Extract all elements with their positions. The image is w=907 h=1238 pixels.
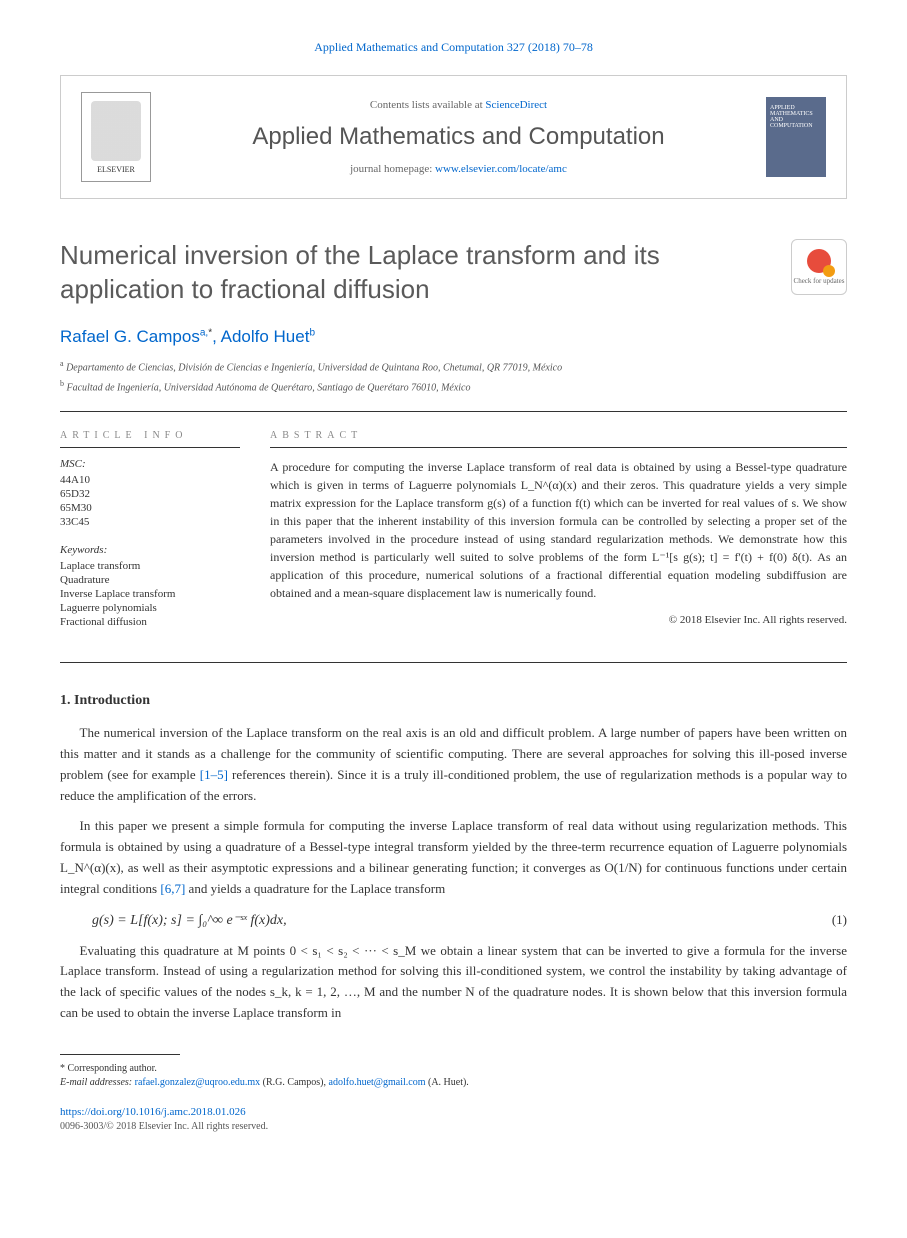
abstract-text: A procedure for computing the inverse La…	[270, 458, 847, 602]
keyword-item: Quadrature	[60, 574, 240, 586]
citation-header: Applied Mathematics and Computation 327 …	[60, 40, 847, 55]
elsevier-logo: ELSEVIER	[81, 92, 151, 182]
msc-item: 65M30	[60, 502, 240, 514]
author-2: Adolfo Huet	[221, 327, 310, 346]
email-addresses-line: E-mail addresses: rafael.gonzalez@uqroo.…	[60, 1077, 847, 1088]
article-info-col: ARTICLE INFO MSC: 44A10 65D32 65M30 33C4…	[60, 430, 240, 644]
para2-cont: and yields a quadrature for the Laplace …	[185, 881, 445, 896]
affiliation-a: a Departamento de Ciencias, División de …	[60, 359, 847, 373]
ref-link-1-5[interactable]: [1–5]	[200, 767, 228, 782]
msc-item: 33C45	[60, 516, 240, 528]
affil-text-b: Facultad de Ingeniería, Universidad Autó…	[67, 382, 471, 393]
email-link-1[interactable]: rafael.gonzalez@uqroo.edu.mx	[135, 1077, 261, 1088]
section-1-heading: 1. Introduction	[60, 693, 847, 709]
affiliation-b: b Facultad de Ingeniería, Universidad Au…	[60, 379, 847, 393]
msc-item: 44A10	[60, 474, 240, 486]
equation-1: g(s) = L[f(x); s] = ∫₀^∞ e⁻ˢˣ f(x)dx,	[92, 912, 832, 929]
affil-sup-b: b	[60, 379, 64, 388]
homepage-link[interactable]: www.elsevier.com/locate/amc	[435, 163, 567, 175]
keywords-label: Keywords:	[60, 544, 240, 556]
homepage-prefix: journal homepage:	[350, 163, 435, 175]
elsevier-tree-icon	[91, 101, 141, 161]
equation-1-row: g(s) = L[f(x); s] = ∫₀^∞ e⁻ˢˣ f(x)dx, (1…	[60, 912, 847, 929]
abstract-col: ABSTRACT A procedure for computing the i…	[270, 430, 847, 644]
intro-para-1: The numerical inversion of the Laplace t…	[60, 723, 847, 806]
corresponding-author-note: * Corresponding author.	[60, 1063, 847, 1074]
footer-rule	[60, 1054, 180, 1055]
msc-item: 65D32	[60, 488, 240, 500]
article-info-heading: ARTICLE INFO	[60, 430, 240, 448]
affil-sup-a: a	[60, 359, 64, 368]
journal-cover-thumbnail: APPLIED MATHEMATICS AND COMPUTATION	[766, 97, 826, 177]
email-link-2[interactable]: adolfo.huet@gmail.com	[329, 1077, 426, 1088]
author-1-corr-sup: *	[208, 327, 212, 338]
contents-prefix: Contents lists available at	[370, 99, 485, 111]
top-rule	[60, 411, 847, 412]
issn-line: 0096-3003/© 2018 Elsevier Inc. All right…	[60, 1121, 847, 1132]
elsevier-label: ELSEVIER	[97, 165, 135, 174]
doi-line: https://doi.org/10.1016/j.amc.2018.01.02…	[60, 1106, 847, 1118]
mid-rule	[60, 662, 847, 663]
contents-line: Contents lists available at ScienceDirec…	[171, 99, 746, 111]
crossmark-icon	[807, 249, 831, 273]
info-abstract-row: ARTICLE INFO MSC: 44A10 65D32 65M30 33C4…	[60, 430, 847, 644]
journal-name: Applied Mathematics and Computation	[171, 123, 746, 151]
keyword-item: Inverse Laplace transform	[60, 588, 240, 600]
keyword-item: Laguerre polynomials	[60, 602, 240, 614]
author-1: Rafael G. Campos	[60, 327, 200, 346]
crossmark-badge[interactable]: Check for updates	[791, 239, 847, 295]
title-row: Numerical inversion of the Laplace trans…	[60, 239, 847, 307]
keyword-item: Fractional diffusion	[60, 616, 240, 628]
abstract-heading: ABSTRACT	[270, 430, 847, 448]
authors-line: Rafael G. Camposa,*, Adolfo Huetb	[60, 327, 847, 347]
equation-1-number: (1)	[832, 912, 847, 928]
abstract-copyright: © 2018 Elsevier Inc. All rights reserved…	[270, 614, 847, 626]
sciencedirect-link[interactable]: ScienceDirect	[485, 99, 547, 111]
email-name-2: (A. Huet).	[425, 1077, 468, 1088]
crossmark-label: Check for updates	[794, 277, 845, 285]
keywords-block: Keywords: Laplace transform Quadrature I…	[60, 544, 240, 628]
doi-link[interactable]: https://doi.org/10.1016/j.amc.2018.01.02…	[60, 1106, 246, 1118]
homepage-line: journal homepage: www.elsevier.com/locat…	[171, 163, 746, 175]
ref-link-6-7[interactable]: [6,7]	[160, 881, 185, 896]
author-2-affil-sup: b	[309, 327, 315, 338]
intro-para-2: In this paper we present a simple formul…	[60, 816, 847, 899]
article-title: Numerical inversion of the Laplace trans…	[60, 239, 771, 307]
msc-label: MSC:	[60, 458, 240, 470]
affil-text-a: Departamento de Ciencias, División de Ci…	[66, 362, 562, 373]
journal-header: ELSEVIER Contents lists available at Sci…	[60, 75, 847, 199]
email-label: E-mail addresses:	[60, 1077, 135, 1088]
email-name-1: (R.G. Campos),	[260, 1077, 328, 1088]
author-1-affil-sup: a,	[200, 327, 208, 338]
keyword-item: Laplace transform	[60, 560, 240, 572]
msc-block: MSC: 44A10 65D32 65M30 33C45	[60, 458, 240, 528]
intro-para-3: Evaluating this quadrature at M points 0…	[60, 941, 847, 1024]
journal-center: Contents lists available at ScienceDirec…	[171, 99, 746, 175]
